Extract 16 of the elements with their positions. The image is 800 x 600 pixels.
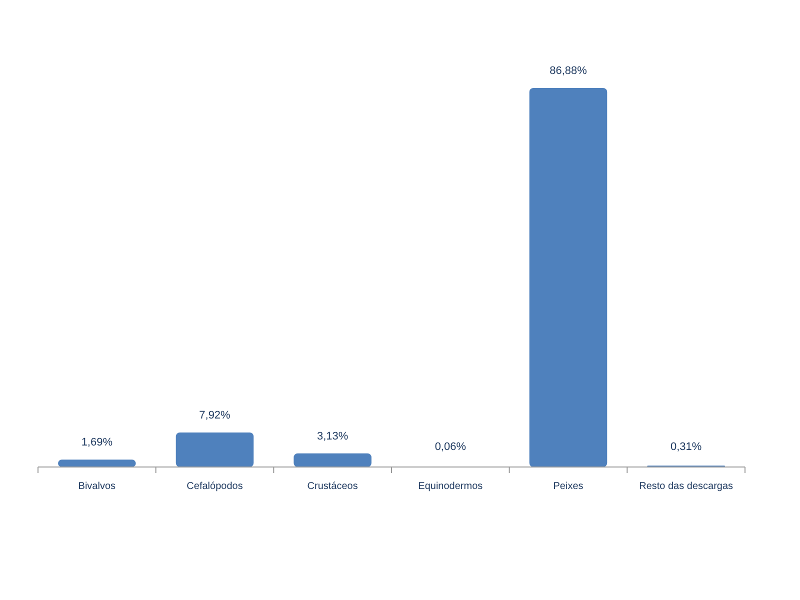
data-label: 86,88% (550, 65, 588, 77)
bar (176, 432, 254, 467)
bar (58, 460, 136, 467)
data-label: 1,69% (81, 436, 113, 449)
x-tick-label: Resto das descargas (639, 481, 734, 492)
data-label: 7,92% (199, 409, 231, 422)
data-label: 0,06% (434, 441, 466, 453)
x-tick-label: Crustáceos (307, 481, 358, 492)
bar (294, 453, 372, 467)
x-tick-label: Cefalópodos (186, 481, 243, 492)
x-tick-label: Bivalvos (78, 481, 116, 492)
data-label: 0,31% (670, 441, 702, 453)
data-label: 3,13% (316, 430, 348, 442)
bar (529, 88, 608, 467)
x-tick-label: Peixes (553, 481, 584, 492)
x-tick-label: Equinodermos (418, 481, 483, 492)
